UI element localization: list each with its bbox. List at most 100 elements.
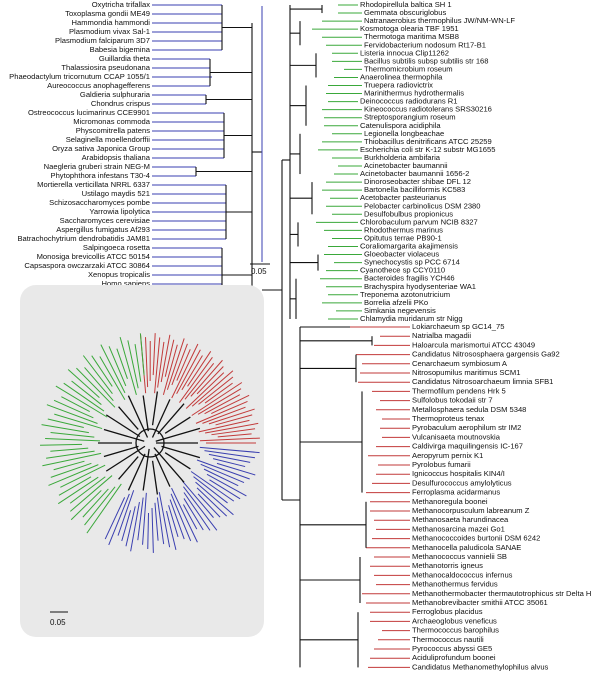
taxon-label: Truepera radiovictrix — [364, 81, 433, 90]
radial-leaf-branch — [151, 507, 154, 553]
taxon-label: Candidatus Nitrosoarchaeum limnia SFB1 — [412, 377, 553, 386]
taxon-label: Thermomicrobium roseum — [364, 64, 453, 73]
radial-internal-branch — [164, 452, 191, 470]
radial-leaf-branch — [193, 476, 228, 504]
taxon-label: Micromonas commoda — [73, 117, 151, 126]
radial-leaf-branch — [211, 428, 256, 436]
taxon-label: Synechocystis sp PCC 6714 — [364, 258, 460, 267]
taxon-label: Thalassiosira pseudonana — [61, 63, 150, 72]
radial-leaf-branch — [168, 505, 179, 538]
radial-leaf-branch — [203, 468, 239, 487]
radial-leaf-branch — [53, 460, 85, 471]
radial-tree-inset: 0.05 — [20, 285, 264, 637]
taxon-label: Bacteroides fragilis YCH46 — [364, 274, 455, 283]
taxon-label: Archaeoglobus veneficus — [412, 616, 497, 625]
radial-leaf-branch — [50, 462, 92, 478]
taxon-label: Selaginella moellendorffii — [66, 135, 151, 144]
radial-leaf-branch — [53, 399, 94, 419]
taxon-label: Methanobrevibacter smithii ATCC 35061 — [412, 598, 548, 607]
taxon-label: Ferroglobus placidus — [412, 607, 483, 616]
radial-leaf-branch — [63, 382, 105, 412]
taxon-label: Bartonella bacilliformis KC583 — [364, 185, 465, 194]
radial-internal-branch — [151, 460, 159, 495]
taxon-label: Salpingoeca rosetta — [83, 243, 151, 252]
radial-leaf-branch — [183, 486, 218, 531]
radial-leaf-branch — [208, 453, 251, 463]
radial-leaf-branch — [182, 504, 198, 530]
radial-leaf-branch — [181, 355, 203, 391]
taxon-label: Natranaerobius thermophilus JW/NM-WN-LF — [364, 16, 515, 25]
radial-leaf-branch — [147, 512, 150, 549]
radial-leaf-branch — [46, 404, 98, 424]
radial-leaf-branch — [121, 510, 132, 542]
radial-leaf-branch — [204, 394, 241, 415]
radial-leaf-branch — [84, 367, 114, 401]
taxon-label: Mortierella verticillata NRRL 6337 — [37, 180, 150, 189]
taxon-label: Desulfobulbus propionicus — [364, 209, 453, 218]
radial-leaf-branch — [142, 492, 147, 545]
taxon-label: Methanotorris igneus — [412, 561, 483, 570]
radial-leaf-branch — [196, 487, 228, 517]
taxon-label: Chlamydia muridarum str Nigg — [360, 314, 463, 323]
taxon-label: Monosiga brevicollis ATCC 50154 — [37, 252, 150, 261]
radial-leaf-branch — [205, 422, 259, 434]
taxon-label: Burkholderia ambifaria — [364, 153, 441, 162]
taxon-label: Xenopus tropicalis — [88, 270, 150, 279]
radial-internal-branch — [103, 428, 145, 442]
radial-internal-branch — [118, 456, 139, 480]
taxon-label: Rhodothermus marinus — [364, 225, 443, 234]
radial-internal-branch — [127, 453, 146, 491]
taxon-label: Listeria innocua Clip11262 — [360, 48, 449, 57]
radial-leaf-branch — [198, 376, 234, 405]
taxon-label: Gloeobacter violaceus — [364, 250, 439, 259]
radial-leaf-branch — [170, 493, 192, 542]
radial-leaf-branch — [100, 344, 126, 394]
radial-leaf-branch — [117, 490, 135, 536]
radial-internal-branch — [154, 453, 171, 487]
radial-leaf-branch — [160, 334, 171, 383]
taxon-label: Methanocaldococcus infernus — [412, 570, 513, 579]
radial-leaf-branch — [190, 359, 223, 397]
radial-leaf-branch — [162, 344, 178, 395]
radial-leaf-branch — [157, 341, 165, 388]
radial-leaf-branch — [42, 452, 102, 467]
taxon-label: Plasmodium vivax Sal-1 — [69, 27, 150, 36]
radial-leaf-branch — [182, 480, 214, 518]
radial-leaf-branch — [211, 394, 250, 414]
radial-leaf-branch — [76, 367, 116, 408]
radial-leaf-branch — [208, 408, 255, 425]
radial-leaf-branch — [86, 483, 122, 534]
main-scale-bar: 0.05 — [250, 263, 270, 276]
radial-leaf-branch — [215, 414, 253, 426]
radial-leaf-branch — [116, 348, 128, 380]
radial-leaf-branch — [139, 333, 145, 376]
taxon-label: Catenulispora acidiphila — [360, 121, 441, 130]
radial-leaf-branch — [216, 462, 256, 476]
radial-leaf-branch — [171, 343, 188, 386]
radial-internal-branch — [142, 395, 149, 432]
taxon-label: Lokiarchaeum sp GC14_75 — [412, 322, 504, 331]
radial-leaf-branch — [69, 475, 113, 512]
radial-leaf-branch — [108, 493, 130, 546]
radial-leaf-branch — [158, 492, 171, 548]
taxon-label: Ferroplasma acidarmanus — [412, 488, 500, 497]
radial-leaf-branch — [154, 502, 159, 541]
taxon-label: Babesia bigemina — [90, 45, 151, 54]
radial-leaf-branch — [202, 406, 246, 424]
taxon-label: Escherichia coli str K-12 substr MG1655 — [360, 145, 495, 154]
taxon-label: Methanosarcina mazei Go1 — [412, 524, 505, 533]
radial-leaf-branch — [60, 464, 106, 488]
taxon-label: Ustilago maydis 521 — [82, 189, 150, 198]
radial-leaf-branch — [176, 349, 201, 394]
radial-leaf-branch — [204, 450, 256, 459]
radial-leaf-branch — [171, 343, 199, 399]
taxon-label: Capsaspora owczarzaki ATCC 30864 — [24, 261, 150, 270]
taxon-label: Brachyspira hyodysenteriae WA1 — [364, 282, 476, 291]
radial-leaf-branch — [209, 479, 241, 500]
taxon-label: Pyrolobus fumarii — [412, 460, 471, 469]
taxon-label: Pyrobaculum aerophilum str IM2 — [412, 423, 521, 432]
radial-leaf-branch — [134, 344, 142, 382]
radial-leaf-branch — [104, 497, 126, 540]
radial-leaf-branch — [199, 446, 260, 454]
